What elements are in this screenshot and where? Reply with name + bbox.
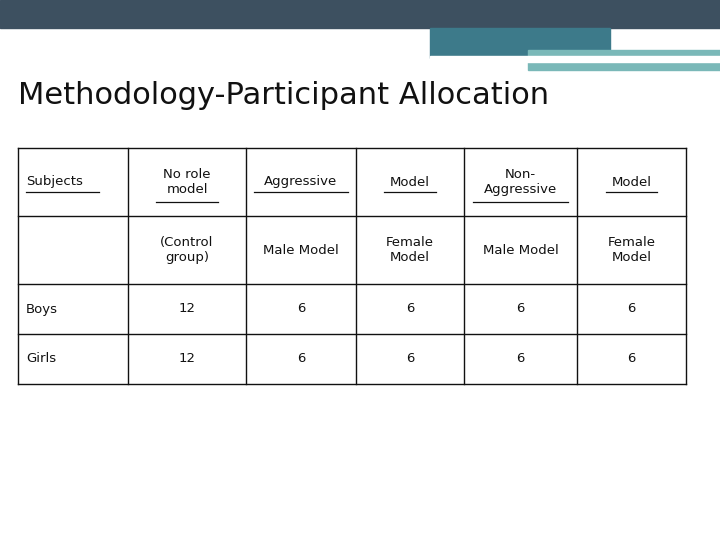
Text: No role
model: No role model <box>163 168 211 196</box>
Text: Model: Model <box>611 176 652 188</box>
Text: Female
Model: Female Model <box>608 236 655 264</box>
Text: 6: 6 <box>297 302 305 315</box>
Bar <box>430 56 720 62</box>
Bar <box>430 28 610 58</box>
Text: 12: 12 <box>179 302 196 315</box>
Bar <box>0 0 720 28</box>
Text: Model: Model <box>390 176 430 188</box>
Bar <box>528 50 720 70</box>
Text: 6: 6 <box>406 353 414 366</box>
Text: Female
Model: Female Model <box>386 236 434 264</box>
Text: Male Model: Male Model <box>482 244 559 256</box>
Text: 12: 12 <box>179 353 196 366</box>
Text: 6: 6 <box>627 302 636 315</box>
Text: 6: 6 <box>627 353 636 366</box>
Text: Girls: Girls <box>26 353 56 366</box>
Text: Aggressive: Aggressive <box>264 176 338 188</box>
Text: Methodology-Participant Allocation: Methodology-Participant Allocation <box>18 80 549 110</box>
Text: 6: 6 <box>406 302 414 315</box>
Text: Subjects: Subjects <box>26 176 83 188</box>
Text: 6: 6 <box>516 302 525 315</box>
Text: (Control
group): (Control group) <box>161 236 214 264</box>
Text: Boys: Boys <box>26 302 58 315</box>
Text: Non-
Aggressive: Non- Aggressive <box>484 168 557 196</box>
Text: 6: 6 <box>297 353 305 366</box>
Text: 6: 6 <box>516 353 525 366</box>
Text: Male Model: Male Model <box>263 244 339 256</box>
